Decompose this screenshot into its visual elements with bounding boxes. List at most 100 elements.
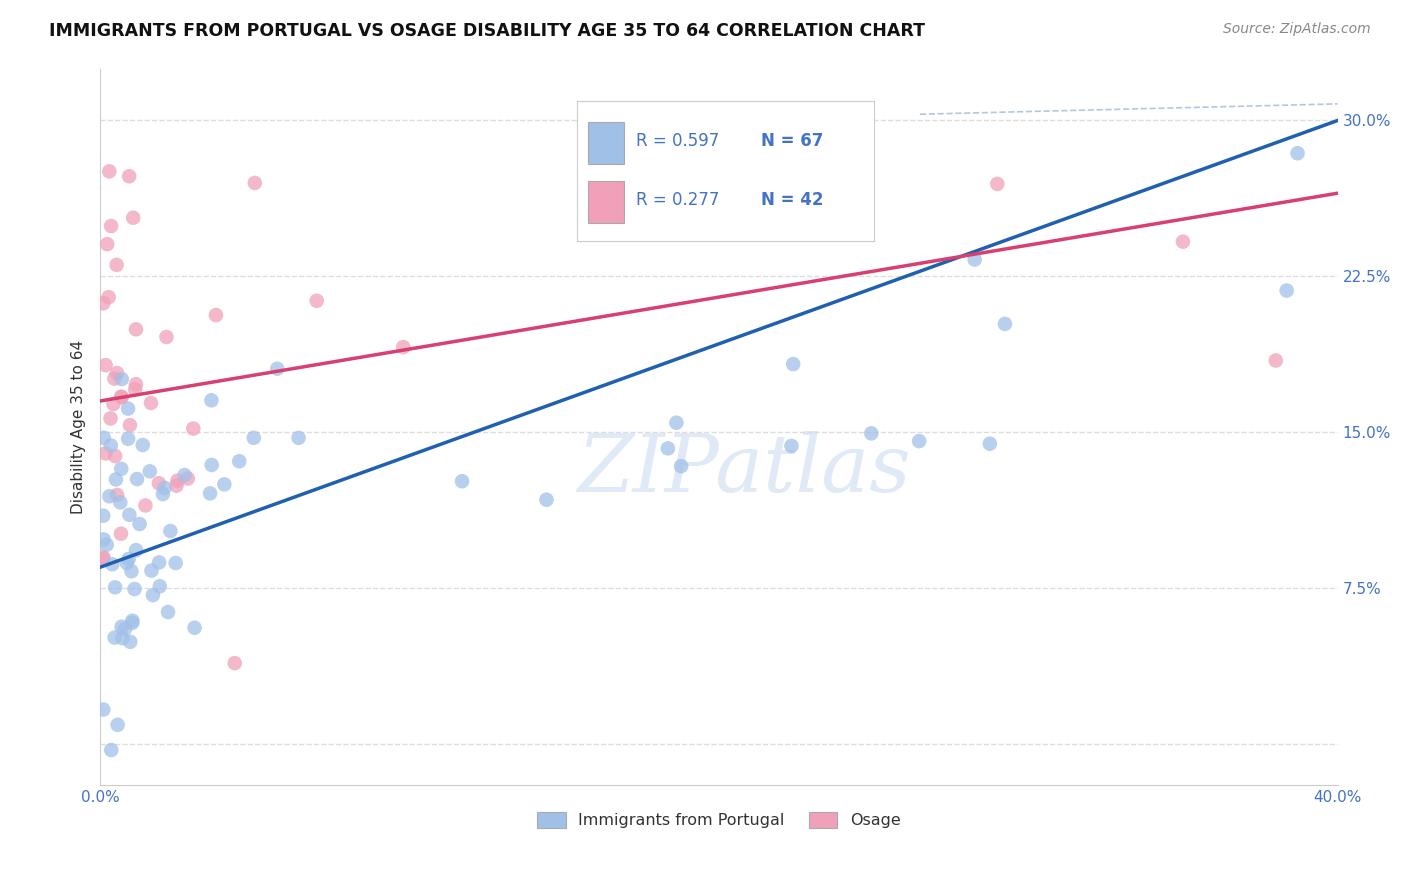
Point [153,481,176,495]
Point [205,308,228,322]
Point [110,495,132,509]
Point [908,434,931,449]
Point [125,322,148,336]
Point [100,743,122,757]
Point [214,477,236,491]
Point [117,401,139,416]
Point [105,488,128,502]
Point [392,340,415,354]
Point [125,543,148,558]
Point [224,656,246,670]
Point [96,237,118,252]
Point [110,390,132,404]
Point [100,411,122,425]
Point [107,718,129,732]
Point [738,227,761,242]
Point [1286,146,1309,161]
Point [266,361,288,376]
Point [166,474,188,488]
Point [451,475,474,489]
Point [665,416,688,430]
Point [159,524,181,538]
Point [1275,284,1298,298]
Point [115,556,138,570]
Point [780,439,803,453]
Point [117,432,139,446]
Text: IMMIGRANTS FROM PORTUGAL VS OSAGE DISABILITY AGE 35 TO 64 CORRELATION CHART: IMMIGRANTS FROM PORTUGAL VS OSAGE DISABI… [49,22,925,40]
Point [101,558,124,572]
Point [93,533,115,547]
Text: Source: ZipAtlas.com: Source: ZipAtlas.com [1223,22,1371,37]
Point [94,358,117,372]
Point [979,436,1001,450]
Point [669,459,692,474]
Point [91,296,114,310]
Point [120,564,142,578]
Point [94,446,117,460]
Point [122,211,145,225]
Point [860,426,883,441]
Point [142,588,165,602]
Point [986,177,1008,191]
Point [105,258,128,272]
Point [200,393,222,408]
Point [91,702,114,716]
Point [98,164,121,178]
Point [181,421,204,435]
Point [228,454,250,468]
Point [100,219,122,233]
Point [132,438,155,452]
Point [165,556,187,570]
Point [125,377,148,392]
Point [93,431,115,445]
Point [124,582,146,596]
Point [287,431,309,445]
Point [177,471,200,485]
Point [120,635,142,649]
Point [96,538,118,552]
Point [166,478,188,492]
Point [149,579,172,593]
Point [139,396,162,410]
Point [104,580,127,594]
Point [118,508,141,522]
Point [141,564,163,578]
Point [782,357,804,371]
Point [121,615,143,630]
Point [105,366,128,380]
Point [994,317,1017,331]
Point [536,492,558,507]
Point [173,468,195,483]
Point [124,383,146,397]
Point [118,418,141,433]
Point [110,526,132,541]
Point [201,458,224,472]
Point [97,290,120,304]
Point [1264,353,1286,368]
Point [91,550,114,565]
Point [114,622,136,636]
Point [110,462,132,476]
Point [125,472,148,486]
Point [91,508,114,523]
Point [242,431,264,445]
Point [198,486,221,500]
Point [139,464,162,478]
Point [117,552,139,566]
Point [111,631,134,645]
Point [152,487,174,501]
Point [305,293,328,308]
Point [111,390,134,404]
Point [104,449,127,463]
Point [148,555,170,569]
Point [103,371,125,385]
Point [121,614,143,628]
Y-axis label: Disability Age 35 to 64: Disability Age 35 to 64 [72,340,86,514]
Point [98,489,121,503]
Point [118,169,141,184]
Point [157,605,180,619]
Point [103,397,125,411]
Point [148,476,170,491]
Point [104,631,127,645]
Text: ZIPatlas: ZIPatlas [576,431,910,508]
